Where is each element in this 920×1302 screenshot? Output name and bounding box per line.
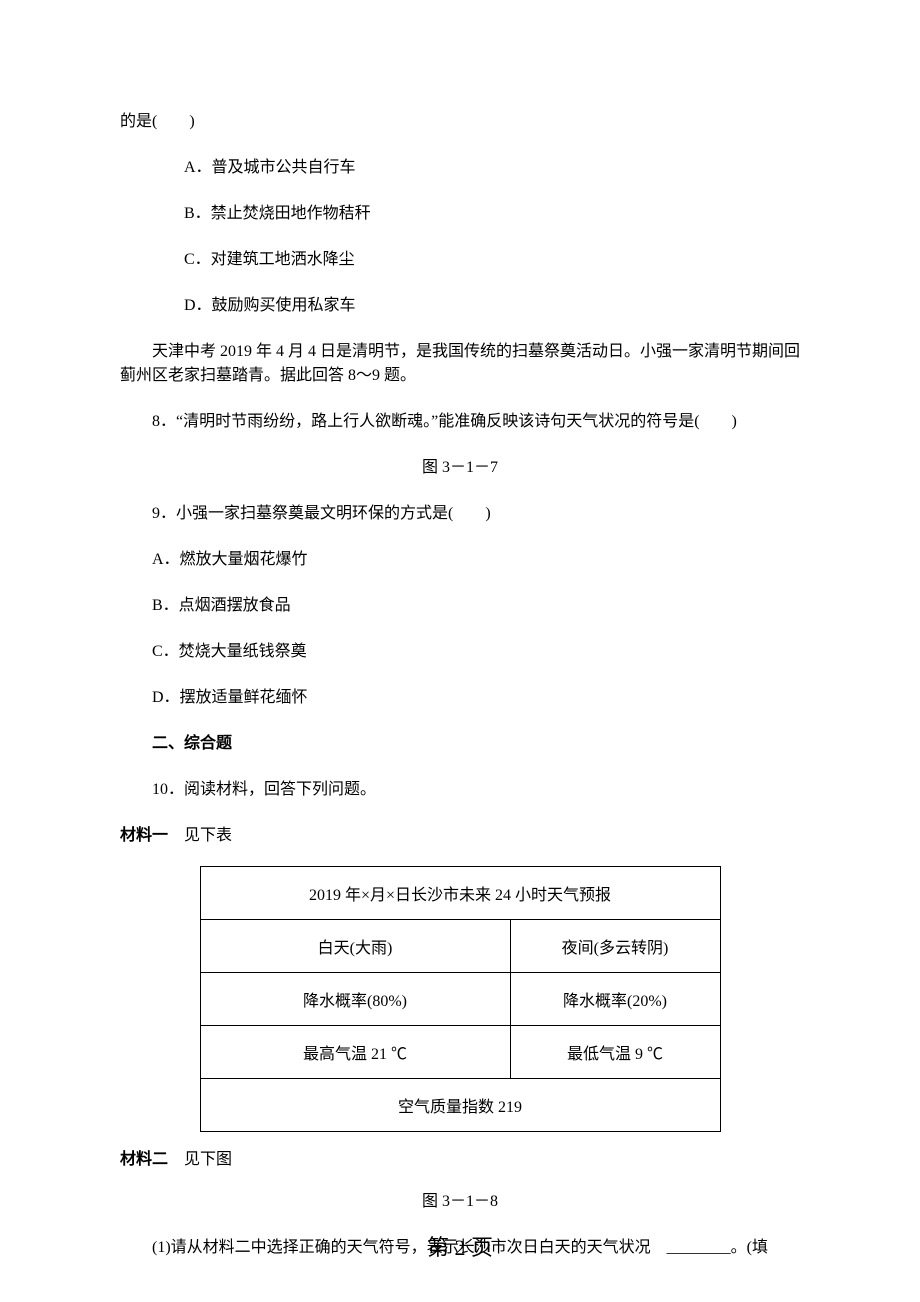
table-cell: 最高气温 21 ℃ bbox=[200, 1026, 510, 1079]
table-row: 2019 年×月×日长沙市未来 24 小时天气预报 bbox=[200, 867, 720, 920]
option-9c: C．焚烧大量纸钱祭奠 bbox=[120, 640, 800, 664]
option-a: A．普及城市公共自行车 bbox=[120, 156, 800, 180]
table-title-cell: 2019 年×月×日长沙市未来 24 小时天气预报 bbox=[200, 867, 720, 920]
question-8: 8．“清明时节雨纷纷，路上行人欲断魂。”能准确反映该诗句天气状况的符号是( ) bbox=[120, 410, 800, 434]
material-2-label: 材料二 bbox=[120, 1151, 168, 1168]
passage-1: 天津中考 2019 年 4 月 4 日是清明节，是我国传统的扫墓祭奠活动日。小强… bbox=[120, 340, 800, 388]
option-c: C．对建筑工地洒水降尘 bbox=[120, 248, 800, 272]
material-2-line: 材料二 见下图 bbox=[120, 1148, 800, 1172]
question-9: 9．小强一家扫墓祭奠最文明环保的方式是( ) bbox=[120, 502, 800, 526]
material-1-label: 材料一 bbox=[120, 827, 168, 844]
table-cell: 降水概率(80%) bbox=[200, 973, 510, 1026]
option-b: B．禁止焚烧田地作物秸秆 bbox=[120, 202, 800, 226]
figure-label-1: 图 3－1－7 bbox=[120, 456, 800, 480]
option-d: D．鼓励购买使用私家车 bbox=[120, 294, 800, 318]
material-1-text: 见下表 bbox=[168, 827, 232, 844]
page-footer: 第 2 页 bbox=[0, 1230, 920, 1262]
table-row: 白天(大雨) 夜间(多云转阴) bbox=[200, 920, 720, 973]
material-1-line: 材料一 见下表 bbox=[120, 824, 800, 848]
table-row: 降水概率(80%) 降水概率(20%) bbox=[200, 973, 720, 1026]
weather-forecast-table: 2019 年×月×日长沙市未来 24 小时天气预报 白天(大雨) 夜间(多云转阴… bbox=[200, 866, 721, 1132]
table-cell: 夜间(多云转阴) bbox=[510, 920, 720, 973]
table-cell: 降水概率(20%) bbox=[510, 973, 720, 1026]
option-9a: A．燃放大量烟花爆竹 bbox=[120, 548, 800, 572]
question-stem-fragment: 的是( ) bbox=[120, 110, 800, 134]
table-cell: 最低气温 9 ℃ bbox=[510, 1026, 720, 1079]
option-9b: B．点烟酒摆放食品 bbox=[120, 594, 800, 618]
table-footer-cell: 空气质量指数 219 bbox=[200, 1079, 720, 1132]
figure-label-2: 图 3－1－8 bbox=[120, 1190, 800, 1214]
table-row: 空气质量指数 219 bbox=[200, 1079, 720, 1132]
question-10: 10．阅读材料，回答下列问题。 bbox=[120, 778, 800, 802]
material-2-text: 见下图 bbox=[168, 1151, 232, 1168]
table-cell: 白天(大雨) bbox=[200, 920, 510, 973]
section-2-title: 二、综合题 bbox=[120, 732, 800, 756]
table-row: 最高气温 21 ℃ 最低气温 9 ℃ bbox=[200, 1026, 720, 1079]
option-9d: D．摆放适量鲜花缅怀 bbox=[120, 686, 800, 710]
